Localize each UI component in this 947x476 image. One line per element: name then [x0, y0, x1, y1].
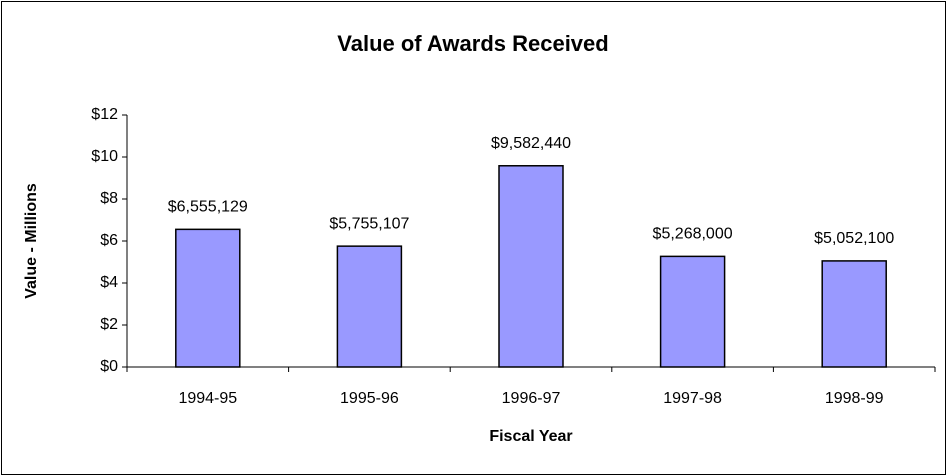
- data-label: $9,582,440: [491, 135, 571, 152]
- y-tick-label: $10: [91, 148, 118, 165]
- chart-title: Value of Awards Received: [337, 31, 608, 56]
- y-tick-label: $4: [100, 274, 118, 291]
- y-tick-label: $2: [100, 316, 118, 333]
- bar: [336, 245, 403, 368]
- x-tick-label: 1997-98: [663, 390, 722, 407]
- bar: [498, 165, 564, 368]
- y-tick-label: $0: [100, 358, 118, 375]
- x-axis-label: Fiscal Year: [489, 428, 572, 445]
- bar: [175, 228, 241, 368]
- x-tick-label: 1996-97: [502, 390, 561, 407]
- data-label: $5,755,107: [329, 215, 409, 232]
- y-tick-label: $12: [91, 106, 118, 123]
- x-tick-label: 1994-95: [178, 390, 237, 407]
- x-tick-label: 1998-99: [825, 390, 884, 407]
- data-label: $5,052,100: [814, 230, 894, 247]
- bar: [659, 255, 726, 368]
- x-tick-label: 1995-96: [340, 390, 399, 407]
- y-tick-label: $8: [100, 190, 118, 207]
- y-axis-label: Value - Millions: [23, 183, 40, 299]
- data-label: $5,268,000: [653, 226, 733, 243]
- bar: [821, 260, 887, 368]
- y-tick-label: $6: [100, 232, 118, 249]
- data-label: $6,555,129: [168, 199, 248, 216]
